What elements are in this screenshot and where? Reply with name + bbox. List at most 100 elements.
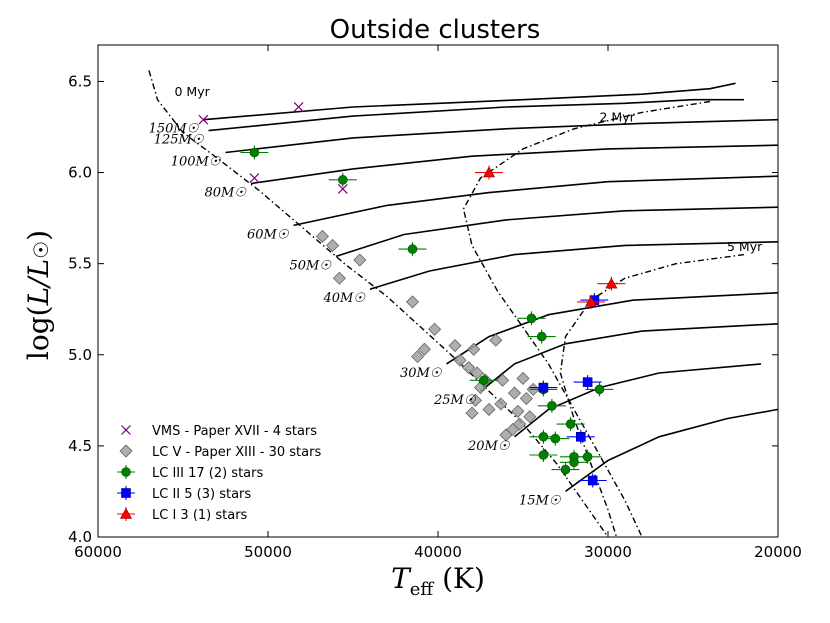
track-100-msun [225,118,779,154]
y-tick-label: 6.0 [68,164,92,182]
isochrone-2 [559,253,745,538]
track-25-msun [479,323,779,392]
track-150-msun [203,82,736,121]
track-label-150: 150M☉ [149,122,200,137]
y-tick-label: 5.0 [68,346,92,364]
track-label-125: 125M☉ [154,133,205,148]
legend-label: LC II 5 (3) stars [152,487,251,502]
legend-marker-circle [121,467,131,477]
data-point-diamond [513,417,527,431]
data-point-diamond [468,393,482,407]
x-tick-label: 30000 [584,543,632,561]
x-axis-label: Teff (K) [391,562,485,600]
data-point-triangle [482,166,496,178]
data-point-diamond [417,342,431,356]
chart-title: Outside clusters [330,15,541,45]
data-point-diamond [448,339,462,353]
legend-marker-square [121,488,131,498]
data-point-diamond [326,238,340,253]
data-point-diamond [507,386,522,400]
track-label-15: 15M☉ [519,493,562,508]
data-point-diamond [516,371,530,386]
track-label-25: 25M☉ [433,393,477,408]
data-point-diamond [519,391,533,406]
points-layer [198,102,626,488]
legend-label: LC I 3 (1) stars [152,508,248,523]
data-point-square [587,475,598,486]
data-point-circle [550,433,561,444]
track-label-80: 80M☉ [204,185,247,200]
data-point-circle [249,147,260,158]
isochrones-layer [148,70,745,538]
data-point-circle [536,331,547,342]
data-point-circle [565,419,576,429]
legend: VMS - Paper XVII - 4 stars LC V - Paper X… [117,424,321,523]
data-point-circle [479,375,489,386]
x-tick-label: 60000 [74,543,122,561]
data-point-circle [594,384,605,395]
data-point-diamond [467,342,481,356]
track-80-msun [250,144,779,185]
data-point-triangle [584,295,598,307]
annotation-labels: 150M☉125M☉ 100M☉ 80M☉ 60M☉ 50M☉ 40M☉ 30M☉ 25M☉ 2… [149,84,763,508]
data-point-diamond [470,366,484,380]
isochrone-label: 2 Myr [600,110,636,125]
track-125-msun [208,98,744,132]
data-point-diamond [499,428,513,442]
data-point-diamond [494,397,508,411]
x-tick-label: 50000 [244,543,292,561]
y-ticks: 4.0 4.5 5.0 5.5 6.0 6.5 [68,72,778,546]
data-point-diamond [496,373,510,387]
legend-marker-x [121,425,131,435]
data-point-triangle [605,277,618,289]
legend-label: LC V - Paper XIII - 30 stars [152,445,321,460]
data-point-diamond [332,271,346,285]
data-point-diamond [453,353,467,367]
data-point-diamond [405,295,420,309]
track-40-msun [369,241,779,290]
track-30-msun [446,292,779,365]
data-point-diamond [523,410,537,424]
isochrone-0 [148,70,609,538]
y-tick-label: 5.5 [68,255,92,273]
isochrone-label: 5 Myr [727,239,763,254]
data-point-circle [337,175,348,185]
data-point-circle [560,464,571,475]
data-point-circle [538,431,549,442]
data-point-circle [538,450,549,460]
track-label-30: 30M☉ [400,366,443,381]
y-tick-label: 4.0 [68,528,92,546]
data-point-diamond [462,360,476,375]
data-point-diamond [353,253,367,267]
track-label-40: 40M☉ [322,291,366,306]
track-label-50: 50M☉ [289,258,332,273]
data-point-x [293,102,304,112]
data-point-diamond [511,404,525,418]
data-point-circle [582,452,593,462]
data-point-circle [526,313,537,324]
data-point-diamond [428,322,442,336]
data-point-circle [547,400,557,411]
data-point-diamond [489,333,503,347]
data-point-circle [569,457,579,468]
data-point-diamond [482,402,496,417]
data-point-circle [407,244,418,254]
x-ticks: 60000 50000 40000 30000 20000 [74,45,802,561]
x-tick-label: 20000 [754,543,802,561]
isochrone-label: 0 Myr [175,84,211,99]
data-point-square [538,382,549,393]
track-label-100: 100M☉ [171,155,222,170]
data-point-diamond [315,229,329,243]
track-50-msun [335,206,779,258]
y-tick-label: 4.5 [68,437,92,455]
y-tick-label: 6.5 [68,72,92,90]
legend-label: VMS - Paper XVII - 4 stars [152,424,317,439]
isochrone-1 [462,100,711,538]
y-axis-label: log(L/L☉) [22,230,55,360]
data-point-x [337,184,348,194]
data-point-diamond [411,350,425,364]
track-label-60: 60M☉ [247,227,290,242]
track-60-msun [293,175,779,227]
legend-label: LC III 17 (2) stars [152,466,263,481]
